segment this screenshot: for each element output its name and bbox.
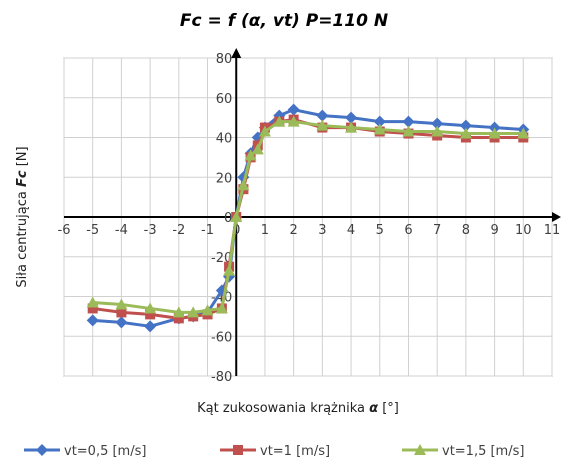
series-1-point: [459, 119, 472, 132]
x-tick-label: 11: [544, 223, 561, 238]
series-2-point: [87, 303, 98, 314]
chart-title: Fc = f (α, vt) P=110 N: [180, 11, 388, 31]
legend-label: vt=1,5 [m/s]: [442, 444, 524, 459]
x-tick-label: 2: [290, 223, 298, 238]
legend-item-3: vt=1,5 [m/s]: [402, 444, 524, 459]
legend-item-1: vt=0,5 [m/s]: [24, 444, 146, 459]
x-axis-label-symbol: α: [369, 401, 378, 416]
series-2-point: [173, 313, 184, 324]
legend-marker: [233, 445, 243, 455]
x-axis-label: Kąt zukosowania krążnika α [°]: [197, 401, 399, 416]
series-3: [86, 115, 530, 318]
series-3-point: [431, 125, 444, 137]
x-tick-label: 8: [462, 223, 470, 238]
legend-marker: [36, 444, 48, 456]
y-tick-label: 80: [216, 52, 233, 67]
tick-labels: -6 -5 -4 -3 -2 -1 0 1 2 3 4 5 6 7 8 9 10 11-80-60-40-2002…: [58, 52, 561, 385]
series-1-point: [144, 320, 157, 333]
y-axis-label-symbol: Fc: [15, 170, 30, 187]
series-2-point: [116, 307, 127, 318]
x-axis-arrow: [552, 212, 561, 222]
series-3-point: [251, 143, 264, 155]
y-tick-label: 0: [224, 211, 232, 226]
series-3-point: [459, 127, 472, 139]
series-1-point: [316, 109, 329, 122]
x-tick-label: -6: [58, 223, 71, 238]
series-3-point: [215, 302, 228, 314]
series-1-point: [345, 111, 358, 124]
x-tick-label: 3: [318, 223, 326, 238]
series-3-point: [316, 119, 329, 131]
legend-marker: [414, 444, 426, 455]
y-axis-label: Siła centrująca Fc [N]: [15, 146, 30, 287]
series-1-point: [86, 314, 99, 327]
series-1-point: [431, 117, 444, 130]
x-tick-label: -2: [172, 223, 185, 238]
series-3-point: [144, 302, 157, 314]
x-tick-label: 5: [376, 223, 384, 238]
y-axis-label-unit: [N]: [15, 146, 30, 170]
y-tick-label: -60: [211, 330, 232, 345]
series-3-point: [373, 123, 386, 135]
series-3-point: [187, 306, 200, 318]
x-axis-label-prefix: Kąt zukosowania krążnika: [197, 401, 369, 416]
y-axis-label-prefix: Siła centrująca: [15, 187, 30, 288]
y-axis-arrow: [231, 48, 242, 58]
series-3-point: [201, 304, 214, 316]
series-3-point: [244, 149, 257, 161]
y-tick-label: -80: [211, 370, 232, 385]
x-tick-label: 6: [404, 223, 412, 238]
x-tick-label: 9: [490, 223, 498, 238]
x-tick-label: -3: [144, 223, 157, 238]
series-3-point: [172, 306, 185, 318]
x-tick-label: -1: [201, 223, 214, 238]
x-tick-label: 10: [515, 223, 532, 238]
legend-item-2: vt=1 [m/s]: [220, 444, 330, 459]
series-3-point: [230, 211, 243, 222]
legend: vt=0,5 [m/s] vt=1 [m/s] vt=1,5 [m/s]: [24, 444, 524, 459]
y-tick-label: 20: [216, 171, 233, 186]
series-3-point: [273, 115, 286, 127]
legend-label: vt=1 [m/s]: [260, 444, 330, 459]
series-1-point: [115, 316, 128, 329]
series-3-point: [488, 127, 501, 139]
series-1-point: [373, 115, 386, 128]
x-tick-label: 4: [347, 223, 355, 238]
series-3-point: [517, 127, 530, 139]
x-axis-label-unit: [°]: [378, 401, 399, 416]
series-3-point: [345, 121, 358, 133]
series-3-point: [402, 125, 415, 137]
series-1-point: [287, 103, 300, 116]
series-2-point: [145, 309, 156, 320]
series-3-point: [258, 125, 271, 137]
series-3-point: [86, 296, 99, 308]
y-tick-label: 60: [216, 92, 233, 107]
x-tick-label: 1: [261, 223, 269, 238]
legend-label: vt=0,5 [m/s]: [64, 444, 146, 459]
series-layer: [86, 103, 530, 333]
series-3-point: [237, 179, 250, 191]
x-tick-label: 7: [433, 223, 441, 238]
x-tick-label: 0: [232, 223, 240, 238]
x-tick-label: -4: [115, 223, 128, 238]
series-3-point: [223, 264, 236, 276]
x-tick-label: -5: [86, 223, 99, 238]
series-3-point: [287, 115, 300, 127]
series-1-point: [402, 115, 415, 128]
y-tick-label: 40: [216, 132, 233, 147]
series-3-point: [115, 298, 128, 310]
